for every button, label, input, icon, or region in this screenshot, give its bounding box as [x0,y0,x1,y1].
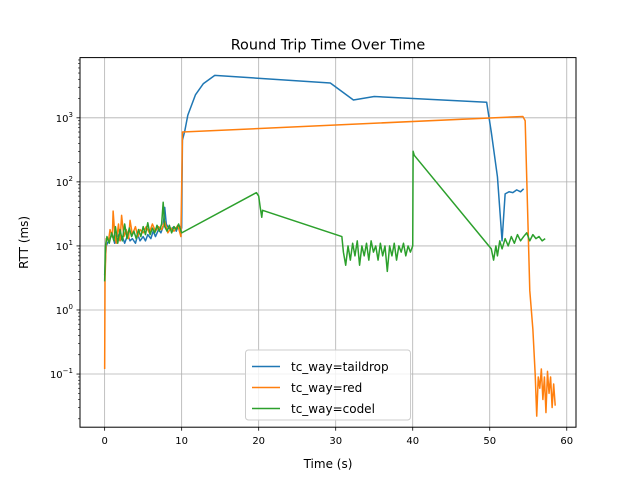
y-tick-label: 101 [56,239,73,253]
x-tick-label: 30 [329,436,342,447]
x-tick-label: 60 [560,436,573,447]
axis-ticks: 0 10 20 30 40 50 60 10−1 100 101 102 103 [50,59,573,447]
plot-frame [79,57,577,428]
y-tick-label: 102 [56,175,73,189]
y-axis-label: RTT (ms) [17,216,31,269]
series-lines [103,74,556,417]
legend-label: tc_way=red [291,381,362,395]
series-line-1 [103,74,525,276]
chart-title: Round Trip Time Over Time [231,38,426,54]
legend-box [245,349,411,421]
series-line-2 [103,115,556,417]
grid [80,57,576,428]
x-tick-label: 0 [101,436,107,447]
y-tick-label: 100 [56,303,73,317]
legend-label: tc_way=taildrop [291,360,389,374]
x-axis-label: Time (s) [303,457,353,471]
series-line-3 [103,150,546,282]
x-tick-label: 40 [406,436,419,447]
x-tick-label: 10 [175,436,188,447]
x-tick-label: 20 [252,436,265,447]
y-tick-label: 103 [56,111,73,125]
legend: tc_way=taildrop tc_way=red tc_way=codel [245,349,411,421]
legend-label: tc_way=codel [291,402,375,416]
y-tick-label: 10−1 [50,367,73,381]
x-tick-label: 50 [483,436,496,447]
